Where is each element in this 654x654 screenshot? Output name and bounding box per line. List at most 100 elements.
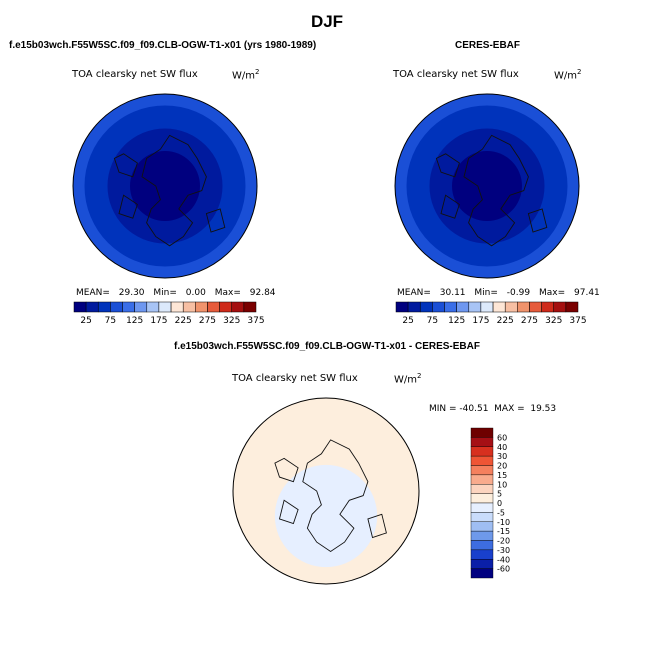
diff-colorbar-label--60: -60: [497, 565, 510, 574]
diff-units-exp: 2: [417, 372, 422, 380]
obs-min-label: Min=: [474, 288, 498, 298]
model-colorbar-label-25: 25: [80, 316, 91, 326]
obs-colorbar-swatch-0: [395, 301, 409, 313]
diff-colorbar-swatch-9: [470, 512, 494, 522]
model-colorbar-swatch-6: [146, 301, 160, 313]
obs-colorbar-swatch-11: [529, 301, 542, 313]
model-colorbar-label-375: 375: [247, 316, 264, 326]
obs-min-value: -0.99: [506, 288, 531, 298]
model-colorbar-label-75: 75: [105, 316, 116, 326]
diff-panel-header: f.e15b03wch.F55W5SC.f09_f09.CLB-OGW-T1-x…: [174, 341, 480, 352]
model-colorbar-swatch-0: [73, 301, 87, 313]
diff-coastline-1: [274, 457, 299, 483]
diff-units-base: W/m: [394, 374, 417, 386]
obs-colorbar-label-225: 225: [497, 316, 514, 326]
diff-colorbar-swatch-4: [470, 465, 494, 476]
model-colorbar-swatch-10: [195, 301, 208, 313]
obs-colorbar-swatch-13: [553, 301, 567, 313]
obs-colorbar-label-75: 75: [427, 316, 438, 326]
model-colorbar-swatch-7: [158, 301, 172, 313]
model-map: [72, 93, 258, 279]
obs-units: W/m2: [554, 68, 581, 81]
model-colorbar-swatch-13: [231, 301, 245, 313]
diff-colorbar-label-30: 30: [497, 452, 507, 461]
obs-colorbar-label-375: 375: [569, 316, 586, 326]
diff-colorbar-label--5: -5: [497, 508, 505, 517]
diff-colorbar-swatch-15: [470, 568, 494, 579]
model-colorbar-swatch-3: [110, 301, 123, 313]
diff-colorbar-swatch-14: [470, 559, 494, 569]
obs-map-border: [394, 93, 580, 279]
diff-colorbar-label-40: 40: [497, 443, 507, 452]
model-colorbar-swatch-4: [122, 301, 135, 313]
obs-units-exp: 2: [577, 68, 582, 76]
diff-colorbar-swatch-0: [470, 427, 494, 438]
diff-colorbar-swatch-6: [470, 484, 494, 494]
model-coastline-0: [141, 134, 207, 247]
obs-coastline-1: [435, 153, 460, 178]
diff-coastline-0: [302, 439, 369, 553]
model-colorbar-label-175: 175: [150, 316, 167, 326]
page-title: DJF: [310, 12, 344, 31]
model-max-label: Max=: [214, 288, 241, 298]
diff-colorbar-swatch-11: [470, 530, 494, 541]
model-coastline-2: [118, 194, 138, 219]
diff-colorbar-swatch-13: [470, 549, 494, 560]
model-colorbar-label-275: 275: [199, 316, 216, 326]
diff-coastline-3: [367, 513, 387, 539]
obs-colorbar-label-325: 325: [545, 316, 562, 326]
obs-variable-title: TOA clearsky net SW flux: [393, 69, 519, 80]
obs-colorbar-label-125: 125: [448, 316, 465, 326]
model-mean-label: MEAN=: [76, 288, 110, 298]
model-stats: MEAN= 29.30 Min= 0.00 Max= 92.84: [76, 288, 276, 298]
obs-coastline-2: [440, 194, 460, 219]
diff-colorbar-label-5: 5: [497, 490, 502, 499]
obs-colorbar-swatch-5: [456, 301, 470, 313]
diff-colorbar-swatch-10: [470, 521, 494, 532]
model-map-border: [72, 93, 258, 279]
model-colorbar-label-225: 225: [175, 316, 192, 326]
diff-colorbar-label-20: 20: [497, 462, 507, 471]
model-units-exp: 2: [255, 68, 260, 76]
model-colorbar-swatch-14: [243, 301, 257, 313]
obs-polar-core: [452, 151, 522, 221]
diff-colorbar-swatch-8: [470, 502, 494, 513]
model-coastline-3: [205, 208, 226, 233]
obs-colorbar-swatch-14: [565, 301, 579, 313]
diff-colorbar-swatch-3: [470, 455, 494, 466]
diff-colorbar-label-60: 60: [497, 433, 507, 442]
obs-coastline-0: [463, 134, 529, 247]
diff-colorbar-swatch-5: [470, 474, 494, 485]
obs-colorbar-swatch-12: [541, 301, 554, 313]
obs-map: [394, 93, 580, 279]
obs-colorbar-label-175: 175: [472, 316, 489, 326]
model-max-value: 92.84: [249, 288, 276, 298]
model-units-base: W/m: [232, 70, 255, 82]
model-colorbar-swatch-12: [219, 301, 232, 313]
model-colorbar: 25 75 125 175 225 275 325 375: [73, 301, 265, 326]
diff-colorbar-label--40: -40: [497, 555, 510, 564]
obs-colorbar-swatch-4: [444, 301, 457, 313]
diff-colorbar-label-10: 10: [497, 480, 507, 489]
obs-mean-value: 30.11: [439, 288, 466, 298]
diff-stats: MIN = -40.51 MAX = 19.53: [429, 404, 557, 414]
model-min-label: Min=: [153, 288, 177, 298]
model-coastline-1: [113, 153, 138, 178]
obs-colorbar-swatch-10: [517, 301, 530, 313]
obs-colorbar-label-275: 275: [521, 316, 538, 326]
diff-colorbar-label--10: -10: [497, 518, 510, 527]
model-panel-header: f.e15b03wch.F55W5SC.f09_f09.CLB-OGW-T1-x…: [9, 40, 317, 51]
diff-variable-title: TOA clearsky net SW flux: [232, 373, 358, 384]
model-colorbar-swatch-5: [134, 301, 148, 313]
obs-max-label: Max=: [538, 288, 566, 298]
model-colorbar-swatch-1: [85, 301, 99, 313]
model-colorbar-swatch-2: [98, 301, 111, 313]
model-colorbar-swatch-9: [182, 301, 196, 313]
model-units: W/m2: [232, 68, 259, 81]
diff-coastline-2: [278, 499, 299, 525]
obs-units-base: W/m: [554, 70, 577, 82]
obs-colorbar-swatch-8: [492, 301, 506, 313]
model-colorbar-label-325: 325: [223, 316, 240, 326]
obs-panel-header: CERES-EBAF: [455, 40, 521, 51]
